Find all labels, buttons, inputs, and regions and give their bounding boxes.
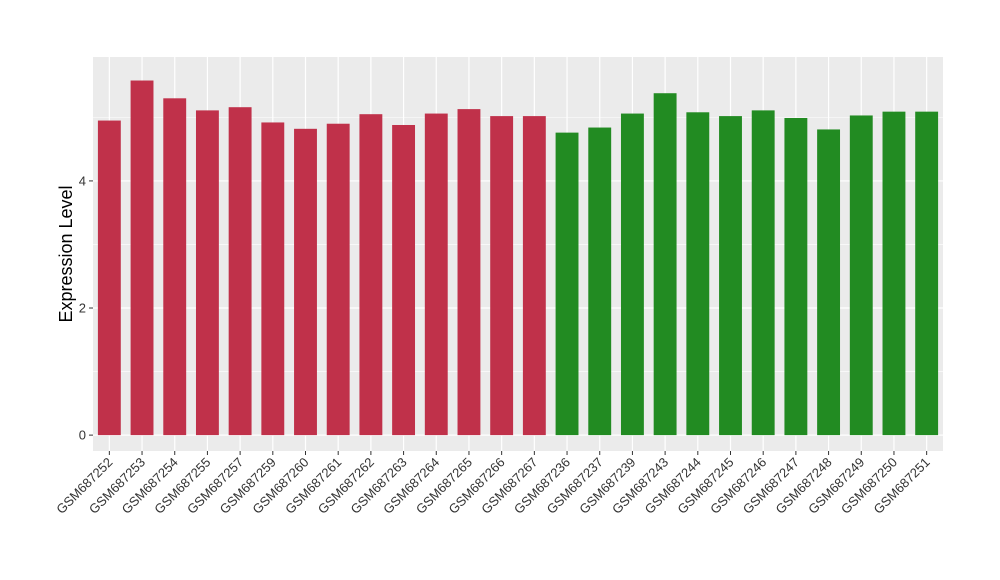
y-axis: 0 2 4 <box>79 173 93 443</box>
bar-GSM687245 <box>719 116 742 436</box>
y-tick-label: 2 <box>79 301 86 316</box>
bar-GSM687267 <box>522 116 546 436</box>
y-tick-label: 4 <box>79 173 86 188</box>
bar-GSM687236 <box>555 132 579 436</box>
bar-GSM687255 <box>195 110 219 436</box>
bar-GSM687254 <box>163 98 187 436</box>
bar-GSM687253 <box>130 80 154 436</box>
bar-GSM687249 <box>849 115 873 436</box>
bar-GSM687261 <box>326 123 350 436</box>
bar-GSM687244 <box>686 112 710 436</box>
y-tick-label: 0 <box>79 428 86 443</box>
bar-GSM687239 <box>620 113 644 436</box>
bar-GSM687257 <box>228 107 252 436</box>
panel-background <box>93 57 943 451</box>
bar-GSM687246 <box>751 110 775 436</box>
bar-GSM687251 <box>915 111 939 436</box>
bar-GSM687247 <box>784 118 808 436</box>
bar-GSM687252 <box>97 120 121 436</box>
bar-GSM687259 <box>261 122 285 436</box>
bar-GSM687243 <box>653 93 677 436</box>
bar-GSM687263 <box>392 124 416 436</box>
bar-GSM687260 <box>294 128 317 436</box>
x-axis: GSM687252GSM687253GSM687254GSM687255GSM6… <box>53 451 933 517</box>
bar-GSM687237 <box>588 127 612 436</box>
bar-GSM687265 <box>457 109 481 436</box>
bar-GSM687266 <box>490 116 514 436</box>
bar-GSM687262 <box>359 114 383 436</box>
bar-GSM687264 <box>424 113 448 436</box>
plot-panel <box>93 57 943 451</box>
bars <box>97 80 939 436</box>
y-axis-title: Expression Level <box>56 185 76 322</box>
bar-GSM687250 <box>882 111 906 436</box>
bar-GSM687248 <box>817 129 841 436</box>
